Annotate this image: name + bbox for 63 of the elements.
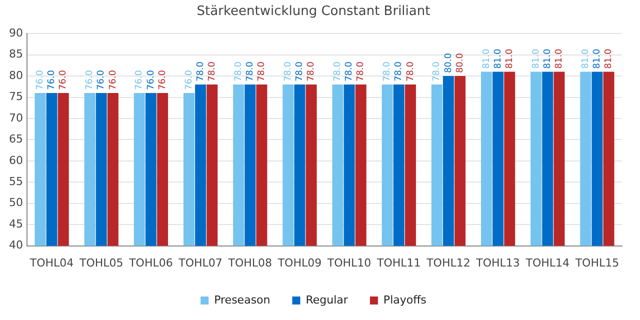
data-label: 76.0	[47, 70, 58, 90]
data-label: 78.0	[257, 61, 268, 82]
data-label: 76.0	[184, 70, 194, 90]
y-tick-label: 60	[8, 154, 23, 167]
data-label: 81.0	[531, 48, 542, 69]
data-label: 76.0	[58, 70, 69, 90]
x-tick-label: TOHL14	[524, 256, 570, 270]
x-tick-label: TOHL15	[574, 256, 620, 270]
y-tick-label: 70	[8, 111, 23, 124]
data-label: 78.0	[333, 61, 344, 82]
y-tick-label: 80	[8, 68, 23, 82]
data-label: 81.0	[580, 48, 591, 69]
data-label: 80.0	[444, 52, 454, 74]
data-label: 78.0	[406, 61, 416, 82]
x-tick-label: TOHL09	[276, 256, 322, 270]
x-tick-label: TOHL13	[475, 256, 520, 270]
y-tick-label: 90	[8, 26, 23, 40]
x-tick-label: TOHL05	[78, 256, 124, 270]
data-label: 78.0	[306, 61, 317, 82]
x-tick-label: TOHL11	[376, 256, 421, 270]
x-tick-label: TOHL08	[227, 256, 272, 270]
legend-label: Preseason	[214, 293, 270, 306]
data-label: 78.0	[234, 61, 244, 82]
data-label: 80.0	[455, 52, 466, 74]
data-label: 76.0	[108, 70, 118, 90]
data-label: 76.0	[36, 70, 46, 90]
data-label: 76.0	[134, 70, 145, 90]
y-tick-label: 85	[8, 48, 23, 61]
x-tick-label: TOHL04	[28, 256, 74, 270]
data-label: 78.0	[356, 61, 366, 82]
x-tick-label: TOHL06	[128, 256, 173, 270]
y-tick-label: 45	[8, 217, 23, 230]
data-label: 76.0	[96, 70, 107, 90]
data-label: 81.0	[542, 48, 553, 69]
data-label: 78.0	[382, 61, 393, 82]
data-label: 78.0	[196, 61, 206, 82]
chart-title: Stärkeentwicklung Constant Briliant	[196, 4, 430, 20]
x-tick-label: TOHL12	[426, 256, 470, 270]
data-label: 81.0	[604, 48, 614, 69]
legend-label: Regular	[306, 293, 348, 306]
y-tick-label: 50	[8, 196, 23, 210]
data-label: 78.0	[283, 61, 294, 82]
data-label: 81.0	[482, 48, 492, 69]
y-tick-label: 55	[8, 175, 23, 188]
data-label: 81.0	[554, 48, 565, 69]
y-tick-label: 75	[8, 90, 23, 104]
data-label: 78.0	[245, 61, 256, 82]
data-label: 76.0	[85, 70, 96, 90]
x-tick-label: TOHL07	[178, 256, 222, 270]
data-label: 78.0	[295, 61, 306, 82]
y-tick-label: 40	[8, 238, 23, 252]
data-label: 78.0	[432, 61, 442, 82]
data-label: 81.0	[504, 48, 515, 69]
x-tick-label: TOHL10	[326, 256, 372, 270]
y-tick-label: 65	[8, 132, 23, 146]
data-label: 76.0	[158, 70, 168, 90]
data-label: 78.0	[344, 61, 355, 82]
data-label: 81.0	[493, 48, 504, 69]
data-label: 78.0	[394, 61, 404, 82]
data-label: 76.0	[146, 70, 156, 90]
legend-label: Playoffs	[383, 293, 427, 306]
data-label: 81.0	[592, 48, 603, 69]
data-label: 78.0	[207, 61, 218, 82]
